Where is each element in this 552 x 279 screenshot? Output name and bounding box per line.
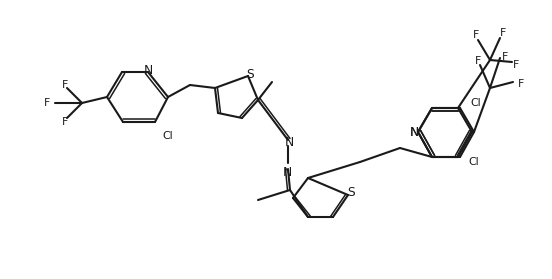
Text: F: F <box>475 56 481 66</box>
Text: N: N <box>410 126 418 140</box>
Text: N: N <box>283 165 291 179</box>
Text: Cl: Cl <box>470 98 481 108</box>
Text: F: F <box>502 52 508 62</box>
Text: F: F <box>473 30 479 40</box>
Text: Cl: Cl <box>162 131 173 141</box>
Text: N: N <box>284 136 294 148</box>
Text: S: S <box>347 186 355 199</box>
Text: F: F <box>62 117 68 127</box>
Text: F: F <box>513 60 519 70</box>
Text: F: F <box>44 98 50 108</box>
Text: F: F <box>500 28 506 38</box>
Text: F: F <box>62 80 68 90</box>
Text: Cl: Cl <box>468 157 479 167</box>
Text: S: S <box>246 68 254 81</box>
Text: N: N <box>144 64 152 76</box>
Text: F: F <box>518 79 524 89</box>
Text: N: N <box>410 126 418 140</box>
